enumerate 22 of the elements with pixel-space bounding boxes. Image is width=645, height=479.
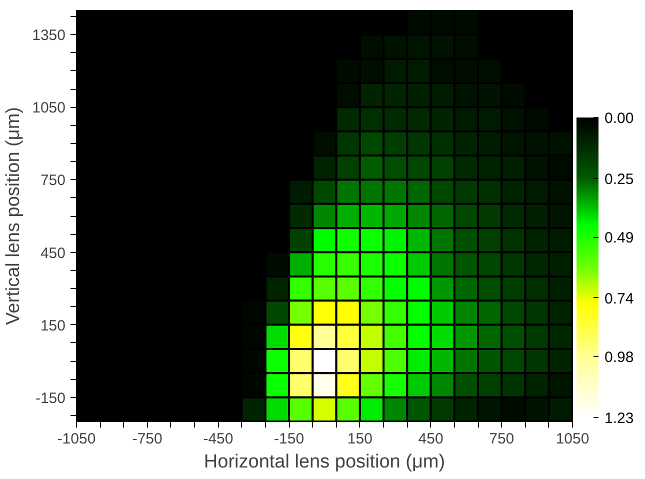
x-tick-label: 450 (418, 430, 444, 448)
y-axis-title: Vertical lens position (μm) (3, 107, 24, 325)
y-tick-label: 150 (40, 317, 66, 334)
y-tick-label: 1050 (32, 100, 66, 117)
x-tick-label: 1050 (556, 430, 590, 448)
x-tick-label: -750 (132, 430, 162, 448)
x-axis-title: Horizontal lens position (μm) (204, 452, 446, 472)
y-tick-label: 750 (40, 172, 66, 190)
color-bar-label: 1.23 (604, 410, 634, 427)
color-bar-label: 0.00 (604, 110, 634, 127)
x-tick-label: -150 (274, 430, 304, 448)
x-tick-label: 150 (347, 430, 372, 448)
y-tick-label: 1350 (32, 27, 66, 44)
x-tick-label: -1050 (57, 430, 96, 448)
color-bar-label: 0.25 (604, 170, 634, 188)
x-tick-label: 750 (489, 430, 514, 448)
color-bar-label: 0.49 (604, 230, 634, 247)
y-tick-label: 450 (40, 244, 66, 262)
x-tick-label: -450 (203, 430, 234, 448)
color-bar-label: 0.98 (604, 349, 634, 366)
y-tick-label: -150 (35, 390, 66, 407)
color-bar-label: 0.74 (604, 290, 634, 308)
